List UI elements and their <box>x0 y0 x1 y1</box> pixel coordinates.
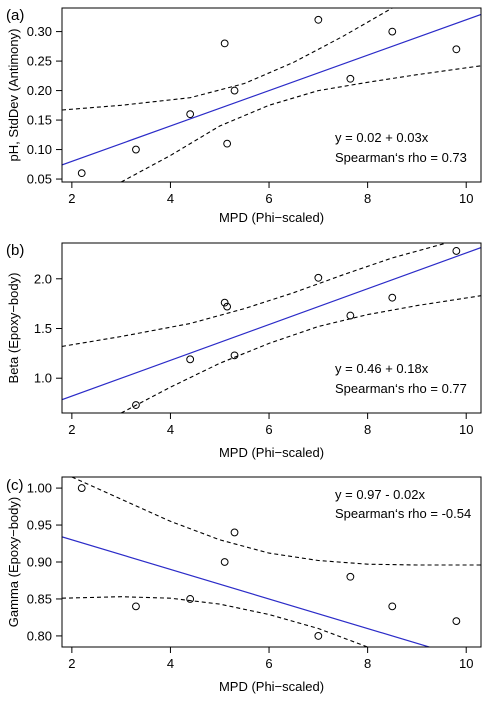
y-tick-label: 0.10 <box>27 142 52 157</box>
x-tick-label: 6 <box>265 656 272 671</box>
data-point <box>220 39 229 48</box>
confidence-band-lower <box>120 65 481 182</box>
data-point <box>77 484 86 492</box>
x-tick-label: 10 <box>459 422 473 437</box>
y-tick-label: 0.05 <box>27 172 52 187</box>
x-axis-title: MPD (Phi−scaled) <box>219 210 324 225</box>
data-point <box>388 602 397 611</box>
y-tick-label: 0.25 <box>27 54 52 69</box>
regression-equation: y = 0.97 - 0.02x <box>335 487 425 502</box>
plot-frame <box>61 476 482 648</box>
plot-frame <box>61 7 482 183</box>
regression-equation: y = 0.02 + 0.03x <box>335 130 429 145</box>
y-tick-label: 0.95 <box>27 518 52 533</box>
y-tick-label: 0.20 <box>27 83 52 98</box>
data-point <box>186 595 195 603</box>
data-point <box>77 169 86 178</box>
confidence-band-upper <box>62 243 447 347</box>
regression-line <box>62 536 432 647</box>
x-tick-label: 2 <box>68 656 75 671</box>
y-tick-label: 0.80 <box>27 628 52 643</box>
y-tick-label: 1.5 <box>34 321 52 336</box>
spearman-rho: Spearman‘s rho = 0.73 <box>335 150 467 165</box>
panel-label: (c) <box>6 477 24 494</box>
x-tick-label: 10 <box>459 656 473 671</box>
data-point <box>452 247 461 255</box>
data-point <box>346 572 355 581</box>
panel-1: (a) 2 4 6 8 10 0.05 0.10 0.15 0.20 0.25 0.30 MPD (Ph… <box>6 7 482 225</box>
data-point <box>314 632 323 640</box>
data-point <box>186 355 195 364</box>
data-point <box>230 528 239 537</box>
data-point <box>230 351 239 360</box>
x-axis-title: MPD (Phi−scaled) <box>219 679 324 694</box>
data-point <box>452 617 461 626</box>
y-tick-label: 2.0 <box>34 271 52 286</box>
x-tick-label: 10 <box>459 191 473 206</box>
confidence-band-lower <box>120 295 481 413</box>
data-point <box>132 401 140 409</box>
data-point <box>220 558 229 566</box>
confidence-band-lower <box>62 596 368 647</box>
y-axis-title: Gamma (Epoxy−body) <box>6 497 21 627</box>
data-point <box>388 293 397 302</box>
y-tick-label: 1.00 <box>27 481 52 496</box>
x-tick-label: 6 <box>265 422 272 437</box>
x-tick-label: 2 <box>68 422 75 437</box>
data-point <box>346 311 355 320</box>
regression-line <box>62 247 481 401</box>
regression-equation: y = 0.46 + 0.18x <box>335 361 429 376</box>
data-point <box>230 86 239 95</box>
data-point <box>314 273 323 282</box>
y-tick-label: 0.15 <box>27 113 52 128</box>
data-point <box>186 110 195 119</box>
data-point <box>346 74 355 83</box>
y-tick-label: 0.30 <box>27 24 52 39</box>
x-tick-label: 4 <box>167 656 174 671</box>
data-point <box>388 27 397 36</box>
panel-2: (b) 2 4 6 8 10 1.0 1.5 2.0 MPD (Phi−scaled) Beta (… <box>6 242 482 460</box>
data-point <box>220 298 229 307</box>
x-tick-label: 8 <box>364 191 371 206</box>
data-point <box>223 139 232 148</box>
panel-3: (c) 2 4 6 8 10 0.80 0.85 0.90 0.95 1.00 MPD (Phi−sc… <box>6 476 482 694</box>
spearman-rho: Spearman‘s rho = -0.54 <box>335 506 471 521</box>
y-tick-label: 0.85 <box>27 591 52 606</box>
y-tick-label: 0.90 <box>27 555 52 570</box>
y-axis-title: Beta (Epoxy−body) <box>6 273 21 384</box>
x-tick-label: 8 <box>364 656 371 671</box>
data-point <box>132 145 140 154</box>
spearman-rho: Spearman‘s rho = 0.77 <box>335 381 467 396</box>
y-tick-label: 1.0 <box>34 371 52 386</box>
confidence-band-upper <box>71 477 481 566</box>
x-axis-title: MPD (Phi−scaled) <box>219 445 324 460</box>
panel-label: (a) <box>6 7 24 24</box>
confidence-band-upper <box>62 8 393 111</box>
x-tick-label: 8 <box>364 422 371 437</box>
data-point <box>223 302 232 311</box>
panel-label: (b) <box>6 242 24 259</box>
data-point <box>132 602 140 611</box>
data-point <box>452 45 461 54</box>
data-point <box>314 15 323 24</box>
x-tick-label: 2 <box>68 191 75 206</box>
x-tick-label: 6 <box>265 191 272 206</box>
y-axis-title: pH, StdDev (Antimony) <box>6 29 21 162</box>
x-tick-label: 4 <box>167 191 174 206</box>
x-tick-label: 4 <box>167 422 174 437</box>
regression-line <box>62 13 481 166</box>
